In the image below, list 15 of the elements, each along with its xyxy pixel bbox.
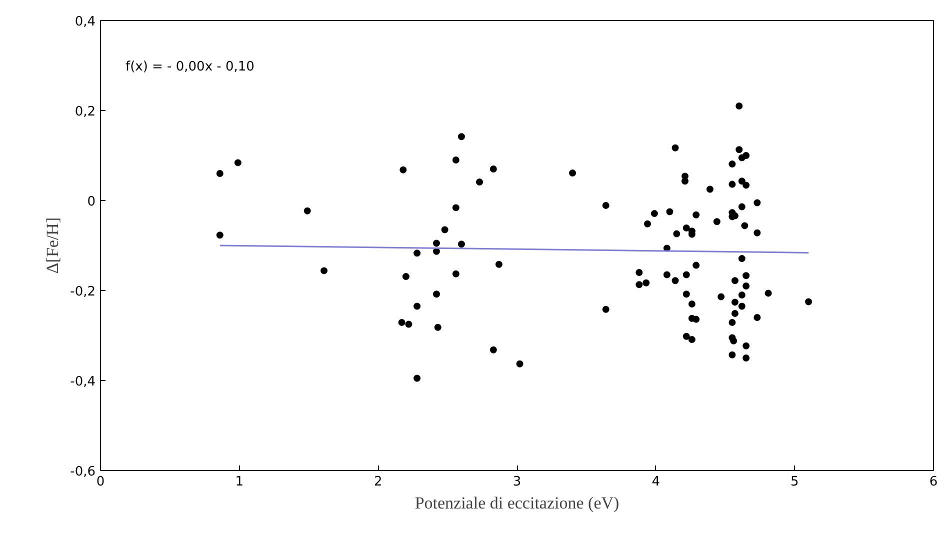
x-tick-label: 3 [512, 474, 522, 490]
x-tick-label: 4 [652, 474, 660, 490]
x-tick-label: 6 [929, 474, 938, 490]
y-tick-label: 0 [87, 194, 96, 210]
y-tick-label: -0,4 [70, 374, 96, 390]
y-axis-title: Δ[Fe/H] [43, 217, 62, 274]
y-tick-label: -0,6 [70, 464, 96, 480]
y-tick-label: 0,2 [74, 104, 96, 120]
y-tick-label: 0,4 [74, 14, 96, 30]
x-tick-label: 2 [374, 474, 382, 490]
x-axis-title: Potenziale di eccitazione (eV) [414, 494, 620, 512]
x-tick-label: 1 [235, 474, 244, 490]
annotation: f(x) = - 0,00x - 0,10 [125, 60, 254, 74]
x-tick-label: 5 [790, 474, 799, 490]
y-tick-label: -0,2 [70, 284, 96, 300]
